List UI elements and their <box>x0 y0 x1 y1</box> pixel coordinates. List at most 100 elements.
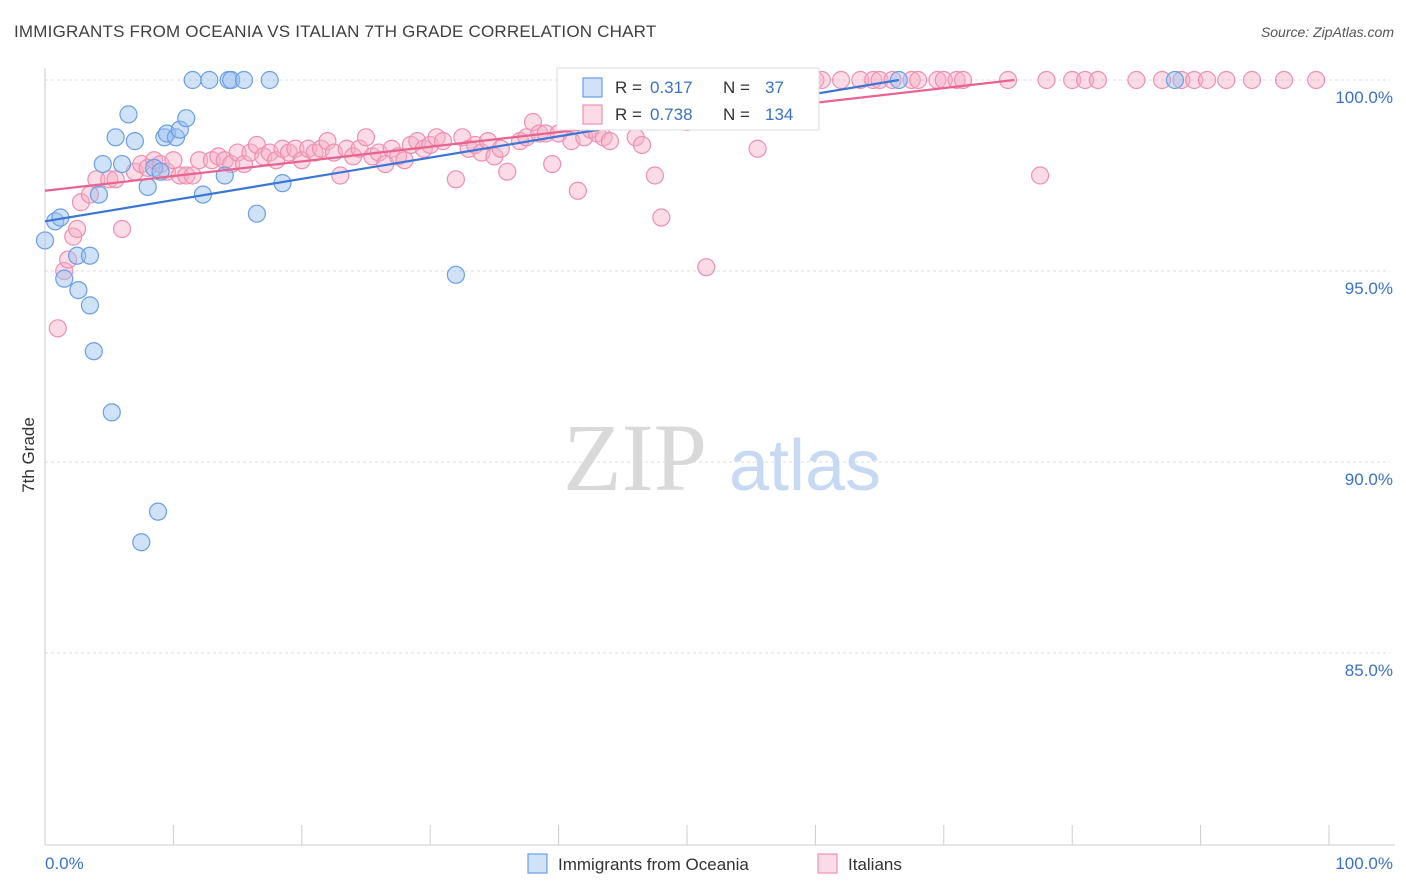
legend-n-label-1: N = <box>723 105 750 124</box>
bottom-legend-label-0: Immigrants from Oceania <box>558 855 749 874</box>
point-points-blue-34 <box>260 70 279 90</box>
bottom-legend-swatch-0 <box>527 853 548 874</box>
point-points-blue-8 <box>84 342 103 361</box>
point-points-blue-7 <box>80 296 100 315</box>
point-points-pink-73 <box>543 154 562 174</box>
point-points-blue-14 <box>119 105 138 124</box>
point-points-pink-0 <box>48 319 67 338</box>
legend-swatch-1 <box>582 104 603 125</box>
point-points-pink-1 <box>55 261 74 281</box>
point-points-blue-10 <box>93 154 112 174</box>
point-points-pink-40 <box>318 132 337 151</box>
point-points-blue-33 <box>247 204 266 223</box>
y-tick-label-1: 95.0% <box>1345 279 1393 298</box>
point-points-pink-10 <box>112 219 132 239</box>
y-axis-label: 7th Grade <box>19 417 38 493</box>
point-points-pink-46 <box>356 128 376 147</box>
x-tick-label-1: 100.0% <box>1335 854 1393 873</box>
y-tick-label-0: 100.0% <box>1335 88 1393 107</box>
point-points-pink-128 <box>1242 70 1262 90</box>
bottom-legend-label-1: Italians <box>848 855 902 874</box>
y-tick-labels: 100.0% 95.0% 90.0% 85.0% <box>1335 88 1393 680</box>
point-points-pink-114 <box>947 70 966 90</box>
point-points-blue-17 <box>138 177 157 197</box>
point-points-pink-111 <box>909 70 928 90</box>
point-points-pink-17 <box>164 151 183 170</box>
point-points-blue-28 <box>200 70 219 90</box>
y-tick-label-3: 85.0% <box>1345 661 1393 680</box>
bottom-legend: Immigrants from Oceania Italians <box>527 853 902 874</box>
point-points-pink-120 <box>1075 70 1095 90</box>
point-points-pink-35 <box>286 139 305 158</box>
legend-r-value-0: 0.317 <box>650 78 693 97</box>
point-points-blue-16 <box>132 533 151 552</box>
point-points-pink-115 <box>953 70 973 90</box>
point-points-pink-76 <box>568 181 587 200</box>
point-points-pink-123 <box>1152 70 1172 90</box>
legend-r-label-1: R = <box>615 105 642 124</box>
point-points-blue-9 <box>89 185 109 204</box>
point-points-pink-92 <box>697 258 716 277</box>
legend-n-value-1: 134 <box>765 105 793 124</box>
point-points-pink-126 <box>1197 70 1217 90</box>
point-points-blue-31 <box>222 70 241 90</box>
point-points-blue-32 <box>234 70 254 90</box>
point-points-blue-0 <box>35 231 55 250</box>
legend-r-label-0: R = <box>615 78 642 97</box>
point-points-pink-122 <box>1127 70 1146 90</box>
legend: R = 0.317 N = 37 R = 0.738 N = 134 <box>556 67 820 131</box>
watermark: ZIP atlas <box>563 404 881 511</box>
point-points-blue-3 <box>55 269 74 288</box>
point-points-pink-87 <box>652 208 671 227</box>
legend-n-value-0: 37 <box>765 78 784 97</box>
point-points-pink-106 <box>851 70 870 90</box>
point-points-blue-25 <box>177 109 196 128</box>
point-points-blue-38 <box>1165 70 1185 90</box>
point-points-pink-98 <box>748 139 767 158</box>
point-points-pink-124 <box>1172 70 1191 90</box>
point-points-pink-117 <box>1030 166 1050 185</box>
point-points-blue-15 <box>125 132 144 151</box>
y-tick-label-2: 90.0% <box>1345 470 1393 489</box>
point-points-pink-119 <box>1063 70 1082 90</box>
axes <box>44 68 1395 846</box>
point-points-pink-4 <box>67 219 87 239</box>
point-points-blue-24 <box>170 120 189 139</box>
point-points-pink-21 <box>189 151 209 170</box>
point-points-pink-129 <box>1274 70 1294 90</box>
point-points-pink-84 <box>632 135 652 155</box>
point-points-pink-26 <box>228 143 247 162</box>
point-points-blue-20 <box>151 162 170 181</box>
point-points-pink-66 <box>491 139 510 158</box>
point-points-pink-67 <box>498 162 517 181</box>
trend-lines <box>44 78 1015 223</box>
point-points-pink-81 <box>600 132 620 151</box>
point-points-blue-5 <box>69 281 88 300</box>
point-points-pink-59 <box>446 170 465 189</box>
x-tick-label-0: 0.0% <box>45 854 84 873</box>
point-points-pink-127 <box>1217 70 1236 90</box>
point-points-blue-13 <box>112 154 132 174</box>
x-tick-labels: 0.0% 100.0% <box>45 854 1393 873</box>
point-points-pink-70 <box>523 112 543 132</box>
point-points-pink-125 <box>1185 70 1204 90</box>
legend-swatch-0 <box>582 77 603 98</box>
point-points-pink-2 <box>59 250 78 269</box>
watermark-zip: ZIP <box>563 404 707 511</box>
point-points-pink-9 <box>106 170 125 189</box>
chart-title: IMMIGRANTS FROM OCEANIA VS ITALIAN 7TH G… <box>14 22 657 41</box>
bottom-legend-swatch-1 <box>817 853 838 874</box>
point-points-blue-26 <box>183 70 202 90</box>
source-label: Source: ZipAtlas.com <box>1260 24 1394 40</box>
point-points-blue-19 <box>148 502 168 521</box>
point-points-pink-130 <box>1307 70 1326 90</box>
trend-italians <box>44 78 1015 192</box>
point-points-blue-4 <box>67 246 87 265</box>
point-points-pink-118 <box>1037 70 1056 90</box>
point-points-pink-110 <box>902 70 921 90</box>
point-points-blue-11 <box>102 403 121 422</box>
legend-n-label-0: N = <box>723 78 750 97</box>
legend-r-value-1: 0.738 <box>650 105 693 124</box>
point-points-pink-121 <box>1088 70 1107 90</box>
